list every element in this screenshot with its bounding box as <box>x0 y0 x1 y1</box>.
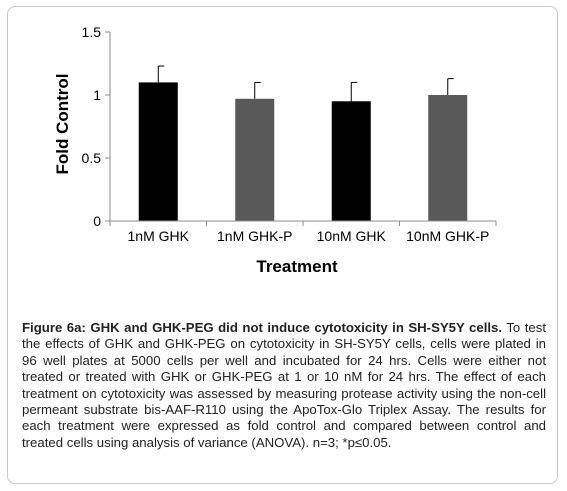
bar <box>235 98 275 221</box>
caption-body: To test the effects of GHK and GHK-PEG o… <box>22 320 546 450</box>
bar <box>331 101 371 221</box>
y-tick-label: 0.5 <box>82 150 102 166</box>
bar <box>138 82 178 222</box>
figure-caption: Figure 6a: GHK and GHK-PEG did not induc… <box>22 320 546 451</box>
y-axis: 0 0.5 1 1.5 <box>82 24 111 229</box>
bar <box>428 95 468 221</box>
bars <box>138 65 468 222</box>
x-tick-label: 1nM GHK <box>128 228 190 244</box>
figure-frame <box>7 6 558 484</box>
bar-chart: 0 0.5 1 1.5 1nM GHK 1nM GHK-P 10nM GHK 10nM GH… <box>53 24 497 276</box>
y-axis-label: Fold Control <box>53 73 72 174</box>
y-tick-label: 1 <box>93 87 101 103</box>
y-tick-label: 0 <box>93 213 101 229</box>
x-tick-label: 1nM GHK-P <box>217 228 292 244</box>
x-axis-label: Treatment <box>256 257 338 276</box>
y-tick-label: 1.5 <box>82 24 102 40</box>
x-axis: 1nM GHK 1nM GHK-P 10nM GHK 10nM GHK-P <box>109 220 497 244</box>
x-tick-label: 10nM GHK-P <box>406 228 489 244</box>
x-tick-label: 10nM GHK <box>317 228 387 244</box>
caption-heading: Figure 6a: GHK and GHK-PEG did not induc… <box>22 320 503 335</box>
